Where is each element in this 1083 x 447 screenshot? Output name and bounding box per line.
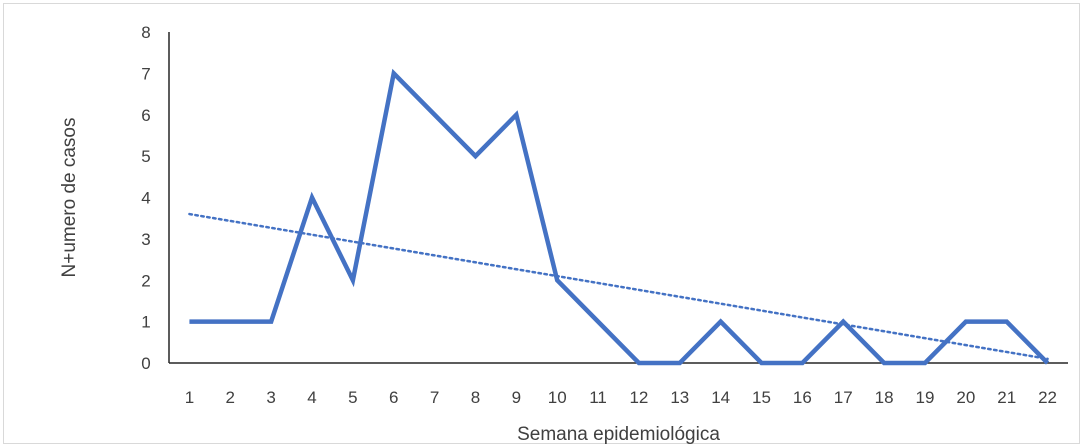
x-tick-label: 6 bbox=[389, 388, 398, 407]
y-tick-labels: 0 1 2 3 4 5 6 7 8 bbox=[141, 23, 150, 373]
x-tick-label: 16 bbox=[793, 388, 812, 407]
x-tick-label: 21 bbox=[997, 388, 1016, 407]
x-tick-label: 13 bbox=[670, 388, 689, 407]
x-tick-label: 10 bbox=[548, 388, 567, 407]
x-tick-label: 22 bbox=[1038, 388, 1057, 407]
y-tick-label: 6 bbox=[141, 106, 150, 125]
x-tick-labels: 1 2 3 4 5 6 7 8 9 10 11 12 13 14 15 16 17 18 19 20 21 22 bbox=[185, 388, 1057, 407]
y-tick-label: 3 bbox=[141, 230, 150, 249]
x-tick-label: 12 bbox=[629, 388, 648, 407]
x-tick-label: 20 bbox=[956, 388, 975, 407]
series-line bbox=[189, 68, 1050, 366]
y-tick-label: 1 bbox=[141, 313, 150, 332]
x-tick-label: 5 bbox=[348, 388, 357, 407]
y-tick-label: 5 bbox=[141, 147, 150, 166]
x-tick-label: 8 bbox=[471, 388, 480, 407]
x-tick-label: 18 bbox=[875, 388, 894, 407]
x-tick-label: 2 bbox=[226, 388, 235, 407]
x-tick-label: 11 bbox=[589, 388, 607, 407]
x-tick-label: 14 bbox=[711, 388, 730, 407]
series-layer bbox=[189, 68, 1050, 366]
x-tick-label: 7 bbox=[430, 388, 439, 407]
trendline-layer bbox=[188, 212, 1049, 361]
y-axis-title: N+umero de casos bbox=[59, 118, 80, 278]
trendline bbox=[188, 212, 1049, 361]
y-tick-label: 0 bbox=[141, 354, 150, 373]
y-tick-label: 2 bbox=[141, 271, 150, 290]
x-tick-label: 17 bbox=[834, 388, 853, 407]
y-tick-label: 4 bbox=[141, 189, 150, 208]
y-tick-label: 8 bbox=[141, 23, 150, 42]
x-tick-label: 9 bbox=[512, 388, 521, 407]
x-axis-title: Semana epidemiológica bbox=[517, 424, 720, 445]
x-tick-label: 15 bbox=[752, 388, 771, 407]
x-tick-label: 4 bbox=[307, 388, 316, 407]
x-tick-label: 3 bbox=[266, 388, 275, 407]
y-tick-label: 7 bbox=[141, 64, 150, 83]
x-tick-label: 1 bbox=[185, 388, 194, 407]
x-tick-label: 19 bbox=[916, 388, 935, 407]
